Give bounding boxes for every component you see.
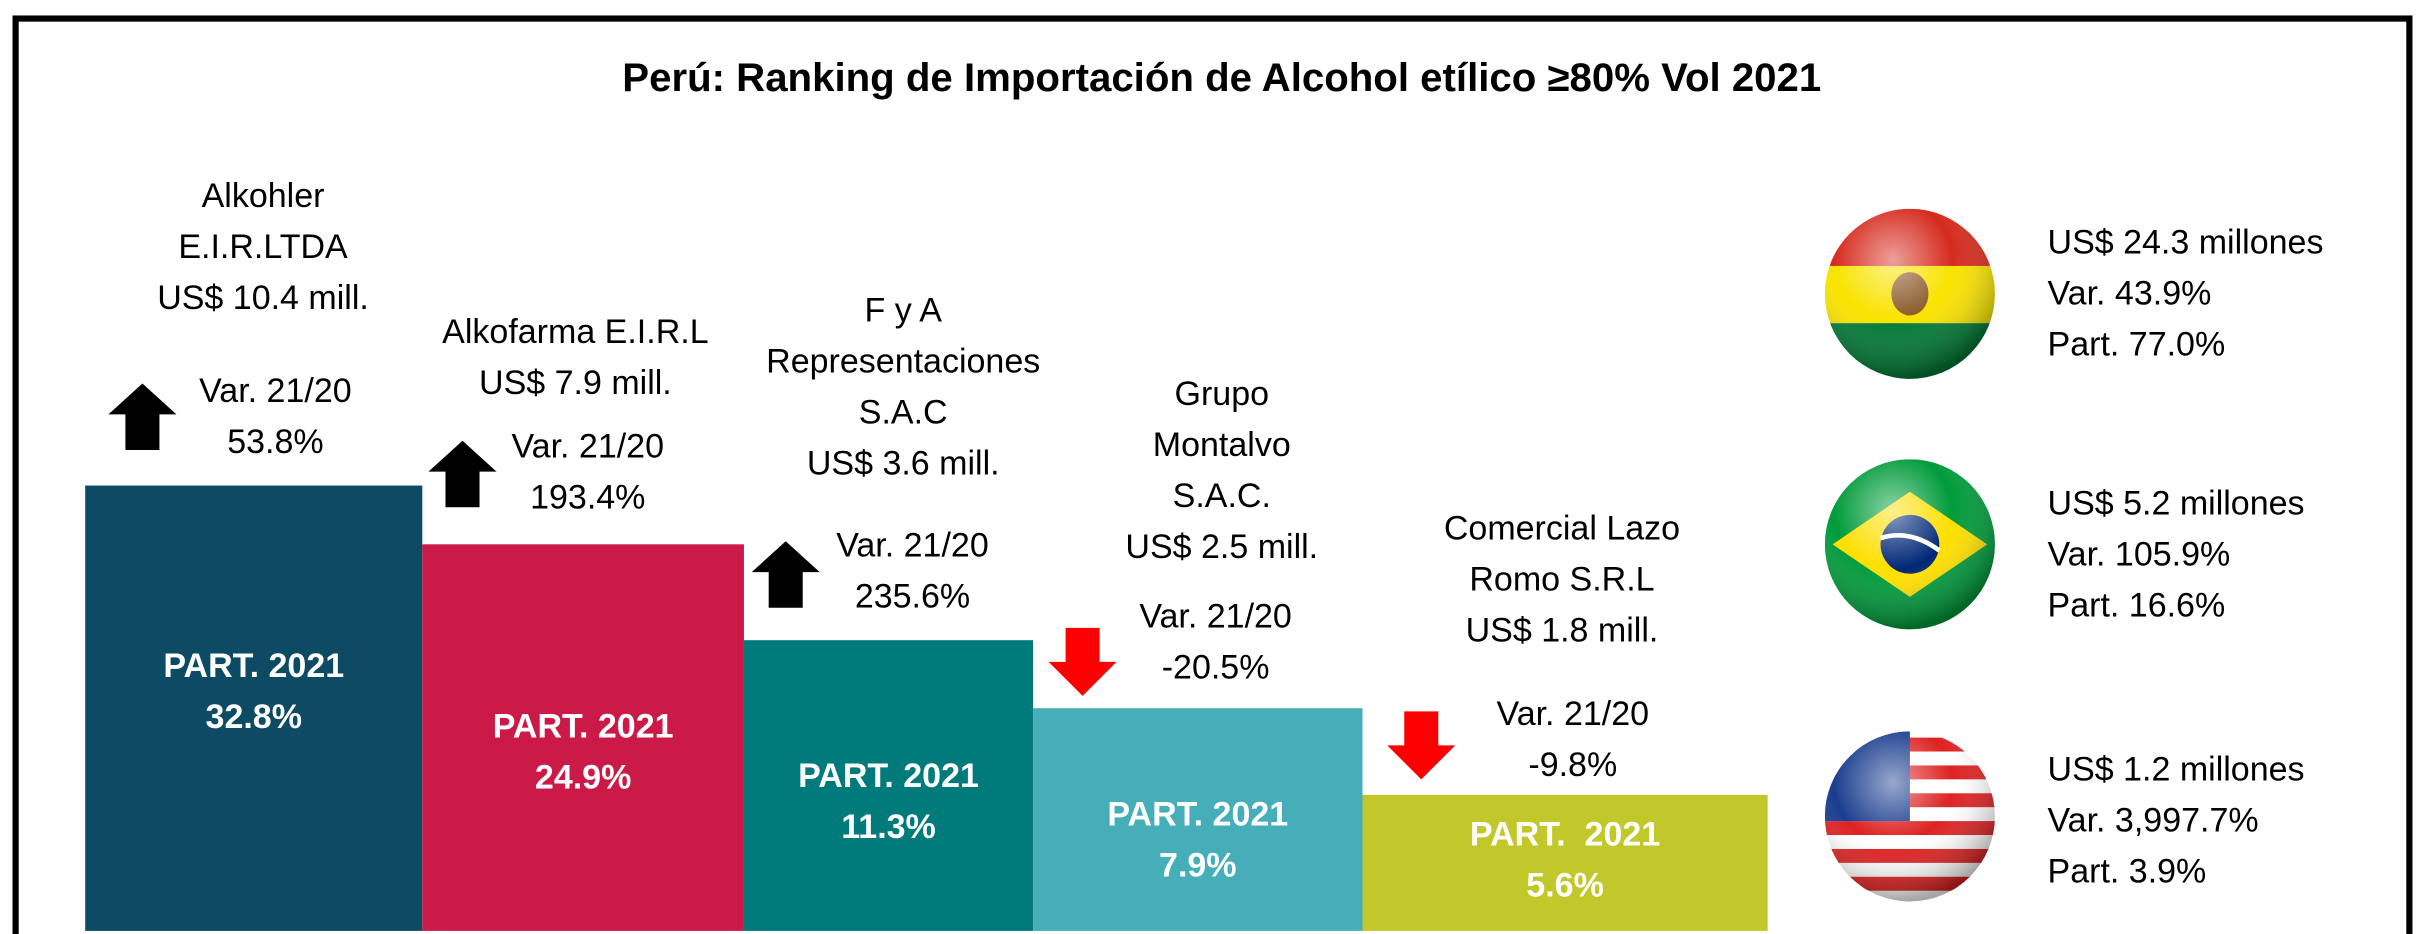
bar xyxy=(743,640,1034,931)
bar xyxy=(422,544,744,931)
variation: -20.5% xyxy=(1162,649,1270,687)
frame xyxy=(12,15,2413,934)
country-text: Var. 105.9% xyxy=(2048,536,2231,574)
share-label: PART. 2021 xyxy=(493,707,674,745)
company-name: Comercial Lazo xyxy=(1444,509,1680,547)
country-text: US$ 5.2 millones xyxy=(2048,485,2305,523)
flag-brazil xyxy=(1824,459,1995,630)
company-name: S.A.C xyxy=(859,393,948,431)
company-name: Alkohler xyxy=(202,177,325,215)
country-text: Var. 3,997.7% xyxy=(2048,802,2259,840)
var-label: Var. 21/20 xyxy=(1497,695,1649,733)
country-text: Part. 16.6% xyxy=(2048,587,2226,625)
company-value: US$ 2.5 mill. xyxy=(1125,528,1318,566)
bar xyxy=(85,485,423,931)
company-value: US$ 3.6 mill. xyxy=(807,444,1000,482)
title: Perú: Ranking de Importación de Alcohol … xyxy=(622,55,1821,100)
variation: 193.4% xyxy=(530,478,645,516)
trend-arrow xyxy=(1048,627,1117,696)
country-text: Part. 77.0% xyxy=(2048,325,2226,363)
trend-arrow xyxy=(751,541,820,608)
company-name: Grupo xyxy=(1175,375,1269,413)
share: 24.9% xyxy=(535,758,631,796)
flag-usa xyxy=(1824,731,1995,902)
country-text: US$ 24.3 millones xyxy=(2048,223,2324,261)
share: 7.9% xyxy=(1159,846,1237,884)
company-name: Representaciones xyxy=(766,342,1040,380)
share-label: PART. 2021 xyxy=(1107,795,1288,833)
company-value: US$ 10.4 mill. xyxy=(157,279,369,317)
company-name: Montalvo xyxy=(1153,426,1291,464)
bar xyxy=(1362,794,1768,931)
company-name: Romo S.R.L xyxy=(1469,560,1654,598)
company-name: S.A.C. xyxy=(1173,477,1271,515)
share-label: PART. 2021 xyxy=(163,647,344,685)
variation: 235.6% xyxy=(855,577,970,615)
flag-bolivia xyxy=(1824,208,1995,379)
company-name: E.I.R.LTDA xyxy=(178,228,348,266)
bar xyxy=(1033,708,1363,931)
country-text: US$ 1.2 millones xyxy=(2048,751,2305,789)
share-label: PART. 2021 xyxy=(1470,816,1660,854)
var-label: Var. 21/20 xyxy=(512,427,664,465)
company-value: US$ 7.9 mill. xyxy=(479,364,672,402)
var-label: Var. 21/20 xyxy=(199,372,351,410)
var-label: Var. 21/20 xyxy=(1139,598,1291,636)
country-text: Part. 3.9% xyxy=(2048,853,2207,891)
variation: -9.8% xyxy=(1528,746,1617,784)
country-text: Var. 43.9% xyxy=(2048,274,2212,312)
trend-arrow xyxy=(428,440,497,508)
trend-arrow xyxy=(1387,711,1456,780)
share: 5.6% xyxy=(1526,867,1604,905)
share-label: PART. 2021 xyxy=(798,757,979,795)
company-name: F y A xyxy=(864,291,942,329)
share: 32.8% xyxy=(206,698,302,736)
var-label: Var. 21/20 xyxy=(836,526,988,564)
share: 11.3% xyxy=(841,808,936,846)
company-value: US$ 1.8 mill. xyxy=(1466,611,1659,649)
trend-arrow xyxy=(108,383,177,450)
company-name: Alkofarma E.I.R.L xyxy=(442,313,708,351)
variation: 53.8% xyxy=(227,423,323,461)
